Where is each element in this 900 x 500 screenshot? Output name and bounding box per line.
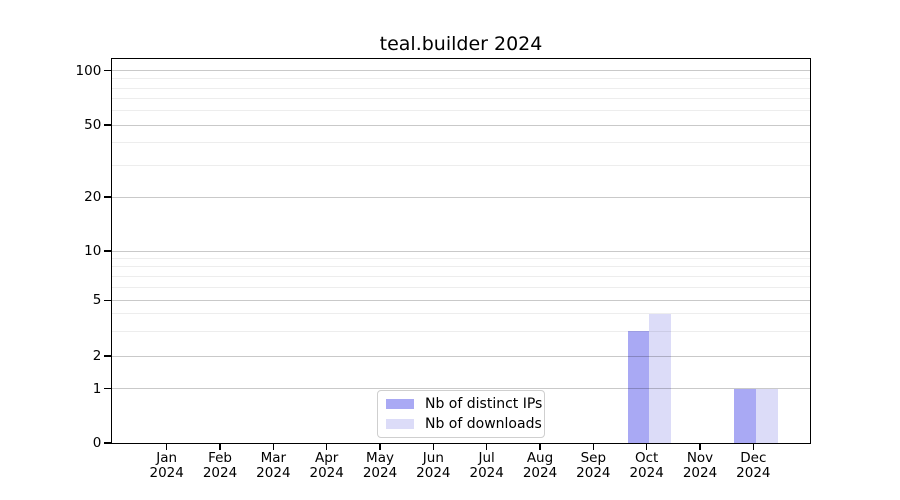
- y-tick-label-50: 50: [84, 117, 102, 133]
- x-tick-year-apr: 2024: [309, 465, 344, 481]
- y-tick-label-0: 0: [92, 435, 102, 451]
- x-tick-label-aug: Aug 2024: [510, 451, 570, 481]
- legend-label-distinct-ips: Nb of distinct IPs: [425, 395, 543, 412]
- x-tick-month-apr: Apr: [315, 450, 339, 466]
- legend-item-distinct-ips: Nb of distinct IPs: [386, 395, 544, 412]
- x-tick-mark-mar: [272, 443, 275, 450]
- x-tick-mark-dec: [752, 443, 755, 450]
- x-tick-year-jun: 2024: [416, 465, 451, 481]
- x-tick-year-feb: 2024: [202, 465, 238, 481]
- x-tick-label-mar: Mar 2024: [243, 451, 303, 481]
- x-tick-mark-jul: [485, 443, 488, 450]
- y-tick-mark-10: [104, 250, 112, 252]
- x-tick-mark-feb: [219, 443, 221, 450]
- legend-item-downloads: Nb of downloads: [386, 415, 544, 432]
- x-tick-label-dec: Dec 2024: [723, 451, 783, 481]
- x-tick-year-aug: 2024: [522, 465, 558, 481]
- x-tick-year-mar: 2024: [256, 465, 291, 481]
- y-tick-label-1: 1: [92, 380, 102, 397]
- x-tick-year-may: 2024: [362, 465, 398, 481]
- y-tick-label-20: 20: [84, 189, 102, 205]
- x-tick-year-sep: 2024: [576, 465, 611, 481]
- chart-title: teal.builder 2024: [379, 33, 543, 55]
- x-tick-mark-oct: [645, 443, 648, 450]
- x-tick-mark-may: [379, 443, 381, 450]
- y-tick-label-100: 100: [75, 62, 102, 79]
- x-tick-month-jun: Jun: [422, 450, 444, 466]
- y-tick-label-10: 10: [84, 243, 102, 259]
- legend: Nb of distinct IPs Nb of downloads: [377, 390, 545, 438]
- x-tick-month-mar: Mar: [260, 450, 287, 466]
- x-tick-mark-jan: [166, 443, 168, 450]
- x-tick-month-sep: Sep: [580, 450, 607, 466]
- x-tick-month-feb: Feb: [208, 450, 232, 466]
- y-tick-mark-100: [104, 69, 112, 72]
- y-tick-mark-20: [104, 196, 112, 198]
- x-tick-label-jul: Jul 2024: [457, 451, 517, 481]
- x-tick-year-jul: 2024: [469, 465, 504, 481]
- x-tick-mark-apr: [325, 443, 328, 450]
- x-tick-year-oct: 2024: [629, 465, 664, 481]
- y-tick-mark-50: [104, 124, 112, 126]
- x-tick-month-aug: Aug: [526, 450, 554, 466]
- x-tick-month-jan: Jan: [156, 450, 178, 466]
- x-tick-mark-jun: [432, 443, 435, 450]
- x-tick-label-apr: Apr 2024: [297, 451, 357, 481]
- legend-swatch-distinct-ips-icon: [386, 398, 414, 410]
- x-tick-month-jul: Jul: [478, 450, 495, 466]
- y-tick-label-5: 5: [92, 292, 102, 309]
- y-tick-mark-5: [104, 299, 112, 301]
- legend-swatch-downloads-icon: [386, 418, 414, 430]
- y-tick-label-2: 2: [92, 348, 102, 364]
- x-tick-label-jan: Jan 2024: [137, 451, 197, 481]
- x-tick-label-sep: Sep 2024: [563, 451, 623, 481]
- x-tick-label-may: May 2024: [350, 451, 410, 481]
- x-tick-label-nov: Nov 2024: [670, 451, 730, 481]
- x-tick-year-dec: 2024: [736, 465, 771, 481]
- x-tick-month-dec: Dec: [740, 450, 767, 466]
- y-tick-mark-2: [104, 355, 112, 357]
- x-tick-mark-nov: [699, 443, 701, 450]
- plot-area: [111, 57, 811, 444]
- x-tick-label-jun: Jun 2024: [403, 451, 463, 481]
- x-tick-mark-sep: [592, 443, 595, 450]
- y-tick-mark-1: [104, 387, 112, 390]
- x-tick-month-oct: Oct: [634, 450, 659, 466]
- x-tick-label-oct: Oct 2024: [617, 451, 677, 481]
- y-tick-mark-0: [104, 442, 112, 444]
- x-tick-label-feb: Feb 2024: [190, 451, 250, 481]
- x-tick-month-nov: Nov: [686, 450, 714, 466]
- x-tick-month-may: May: [366, 450, 394, 466]
- x-tick-year-jan: 2024: [149, 465, 184, 481]
- x-tick-year-nov: 2024: [682, 465, 718, 481]
- x-tick-mark-aug: [539, 443, 541, 450]
- legend-label-downloads: Nb of downloads: [425, 415, 542, 432]
